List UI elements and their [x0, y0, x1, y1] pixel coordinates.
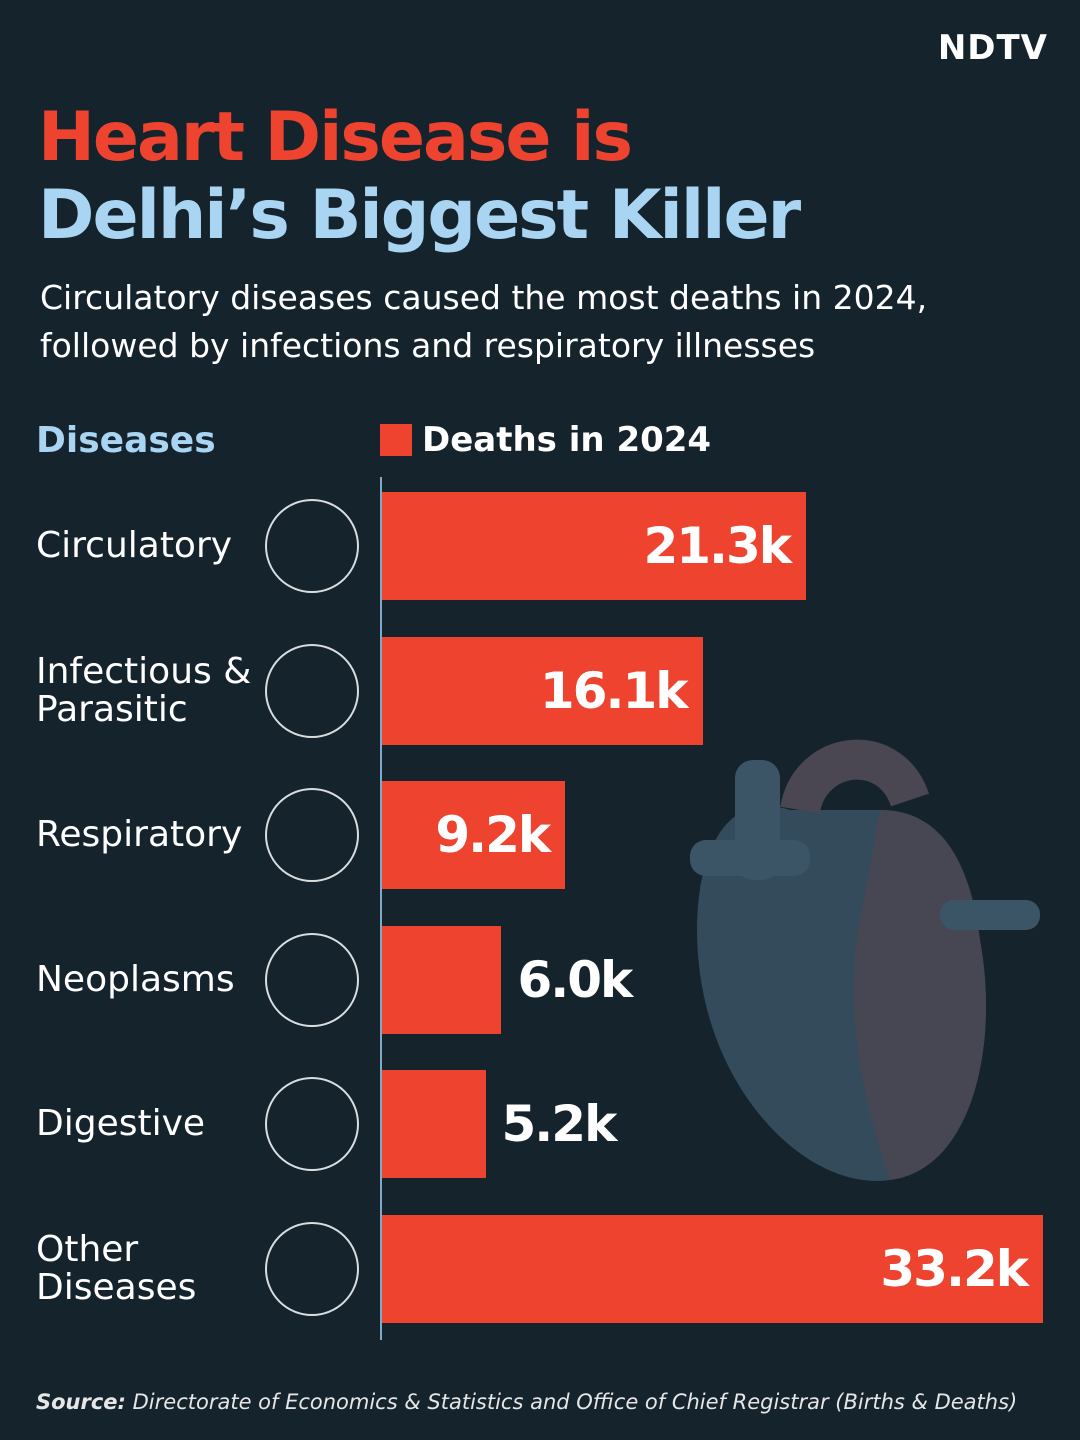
bar: [382, 492, 807, 600]
subtitle: Circulatory diseases caused the most dea…: [40, 278, 928, 365]
category-header: Diseases: [36, 420, 216, 461]
category-icon: [265, 1222, 359, 1316]
value-label: 5.2k: [501, 1095, 618, 1154]
heart-illustration: [690, 739, 1040, 1181]
bar: [382, 781, 566, 890]
source-label: Source:: [36, 1390, 126, 1414]
category-icon: [265, 1077, 359, 1172]
bar: [382, 636, 703, 745]
legend-swatch: [380, 424, 412, 456]
category-icon: [265, 932, 359, 1027]
title-line: Heart Disease is: [38, 98, 633, 177]
logo: NDTV: [937, 28, 1048, 68]
category-label: Digestive: [36, 1103, 206, 1145]
category-icon: [265, 788, 359, 883]
source: Source: Directorate of Economics & Stati…: [36, 1390, 1017, 1414]
bar: [382, 1215, 1043, 1323]
category-label: Circulatory: [36, 525, 233, 566]
category-icon: [265, 499, 359, 593]
category-icon: [265, 643, 359, 738]
value-label: 9.2k: [435, 806, 551, 865]
bar: [382, 925, 502, 1034]
legend-label: Deaths in 2024: [422, 420, 712, 460]
value-label: 33.2k: [880, 1240, 1029, 1298]
category-label: Other Diseases: [36, 1229, 197, 1308]
category-label: Respiratory: [36, 814, 243, 856]
source-text: Directorate of Economics & Statistics an…: [132, 1390, 1018, 1414]
axis-line: [380, 477, 382, 1340]
category-label: Neoplasms: [36, 958, 235, 1000]
value-label: 21.3k: [643, 517, 792, 575]
title-line: Delhi’s Biggest Killer: [38, 176, 801, 255]
value-label: 6.0k: [517, 950, 633, 1009]
value-label: 16.1k: [539, 661, 689, 720]
category-label: Infectious & Parasitic: [36, 650, 252, 730]
bar: [382, 1070, 486, 1179]
